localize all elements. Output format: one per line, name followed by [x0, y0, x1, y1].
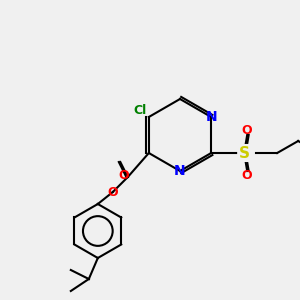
- Text: N: N: [174, 164, 186, 178]
- Text: N: N: [206, 110, 217, 124]
- Text: O: O: [107, 185, 118, 199]
- Text: O: O: [242, 169, 253, 182]
- Text: O: O: [118, 169, 129, 182]
- Text: S: S: [239, 146, 250, 160]
- Text: Cl: Cl: [133, 104, 146, 118]
- Text: O: O: [242, 124, 253, 137]
